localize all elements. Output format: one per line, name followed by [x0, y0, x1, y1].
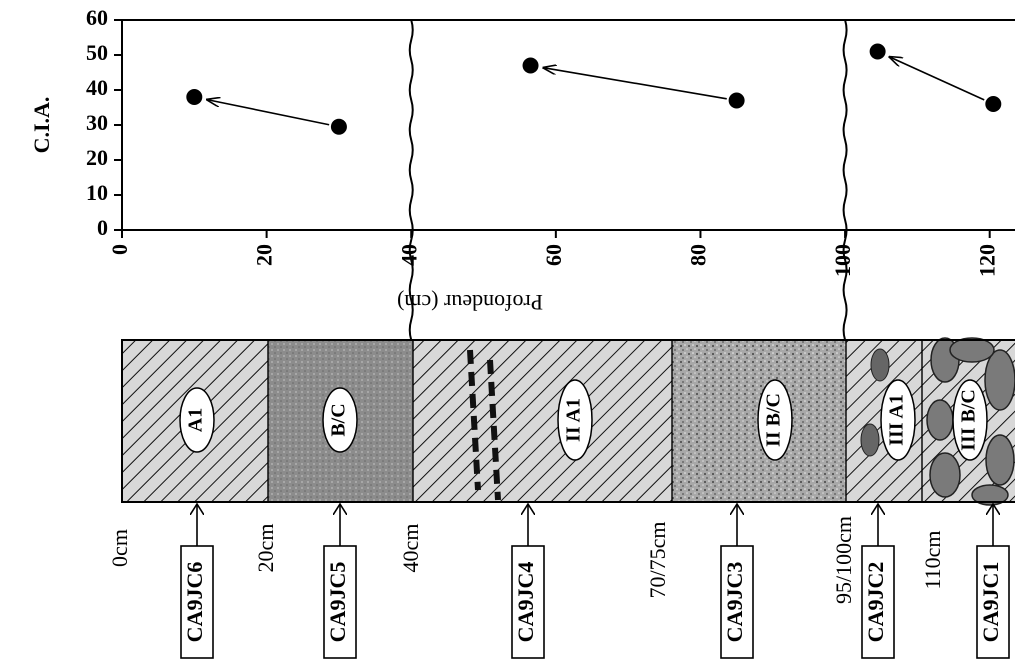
y-tick-label: 50 — [86, 40, 108, 65]
sample-label: CA9JC2 — [863, 562, 888, 643]
data-point — [985, 96, 1002, 112]
horizon-label-bg — [322, 387, 358, 453]
y-axis-label: C.I.A. — [29, 97, 54, 154]
horizon-label: A1 — [185, 408, 207, 432]
sample-box — [180, 545, 214, 659]
y-tick-label: 60 — [86, 5, 108, 30]
sample-box — [976, 545, 1010, 659]
data-point — [728, 92, 745, 109]
data-point — [330, 118, 347, 135]
horizon — [413, 340, 672, 502]
x-tick-label: 80 — [686, 244, 711, 266]
depth-label: 20cm — [253, 524, 278, 573]
horizon-label: II A1 — [563, 398, 585, 442]
root-trace — [467, 349, 481, 491]
trend-arrow — [207, 100, 330, 126]
pebble — [985, 434, 1015, 486]
profile-frame — [121, 339, 1015, 503]
sample-box — [861, 545, 895, 659]
pebble — [870, 348, 890, 382]
y-tick-label: 30 — [86, 110, 108, 135]
data-point — [186, 89, 203, 105]
depth-label: 40cm — [398, 524, 423, 573]
data-point — [522, 57, 539, 74]
horizon-label-bg — [557, 379, 593, 461]
data-point — [869, 43, 886, 60]
horizon-label: B/C — [328, 403, 350, 436]
sample-label: CA9JC3 — [722, 562, 747, 643]
sample-box — [323, 545, 357, 659]
depth-label: 110cm — [920, 530, 945, 589]
horizon-label: III A1 — [886, 394, 908, 446]
y-tick-label: 20 — [86, 145, 108, 170]
x-tick-label: 20 — [252, 244, 277, 266]
root-trace — [487, 359, 501, 501]
x-axis-label: Profondeur (cm) — [397, 290, 543, 315]
x-tick-label: 60 — [541, 244, 566, 266]
sample-box — [511, 545, 545, 659]
pebble — [860, 423, 880, 457]
horizon-break — [842, 19, 848, 341]
sample-label: CA9JC6 — [182, 562, 207, 643]
sample-label: CA9JC5 — [325, 562, 350, 643]
pebble — [929, 452, 961, 498]
horizon-break — [408, 19, 414, 341]
soil-profile: A1 B/C II A1 II B/C III A1 III B/C 0cm 20cm 40cm… — [107, 337, 1015, 659]
y-tick-label: 10 — [86, 180, 108, 205]
sample-box — [720, 545, 754, 659]
horizon-label-bg — [952, 379, 988, 461]
sample-label: CA9JC4 — [513, 562, 538, 643]
x-tick-label: 40 — [396, 244, 421, 266]
y-tick-label: 0 — [97, 215, 108, 240]
x-tick-label: 120 — [975, 244, 1000, 277]
horizon-label: III B/C — [958, 389, 980, 451]
y-tick-label: 40 — [86, 75, 108, 100]
depth-label: 95/100cm — [831, 516, 856, 604]
depth-label: 70/75cm — [645, 522, 670, 599]
horizon-label-bg — [880, 379, 916, 461]
x-tick-label: 0 — [107, 244, 132, 255]
trend-arrow — [543, 68, 727, 100]
sample-label: CA9JC1 — [978, 562, 1003, 643]
pebble — [926, 399, 954, 441]
pebble — [949, 337, 995, 363]
depth-label: 0cm — [107, 529, 132, 567]
pebble — [984, 349, 1015, 411]
horizon-label-bg — [179, 387, 215, 453]
horizon-label: II B/C — [763, 393, 785, 447]
horizon-label-bg — [757, 379, 793, 461]
trend-arrow — [889, 57, 985, 101]
